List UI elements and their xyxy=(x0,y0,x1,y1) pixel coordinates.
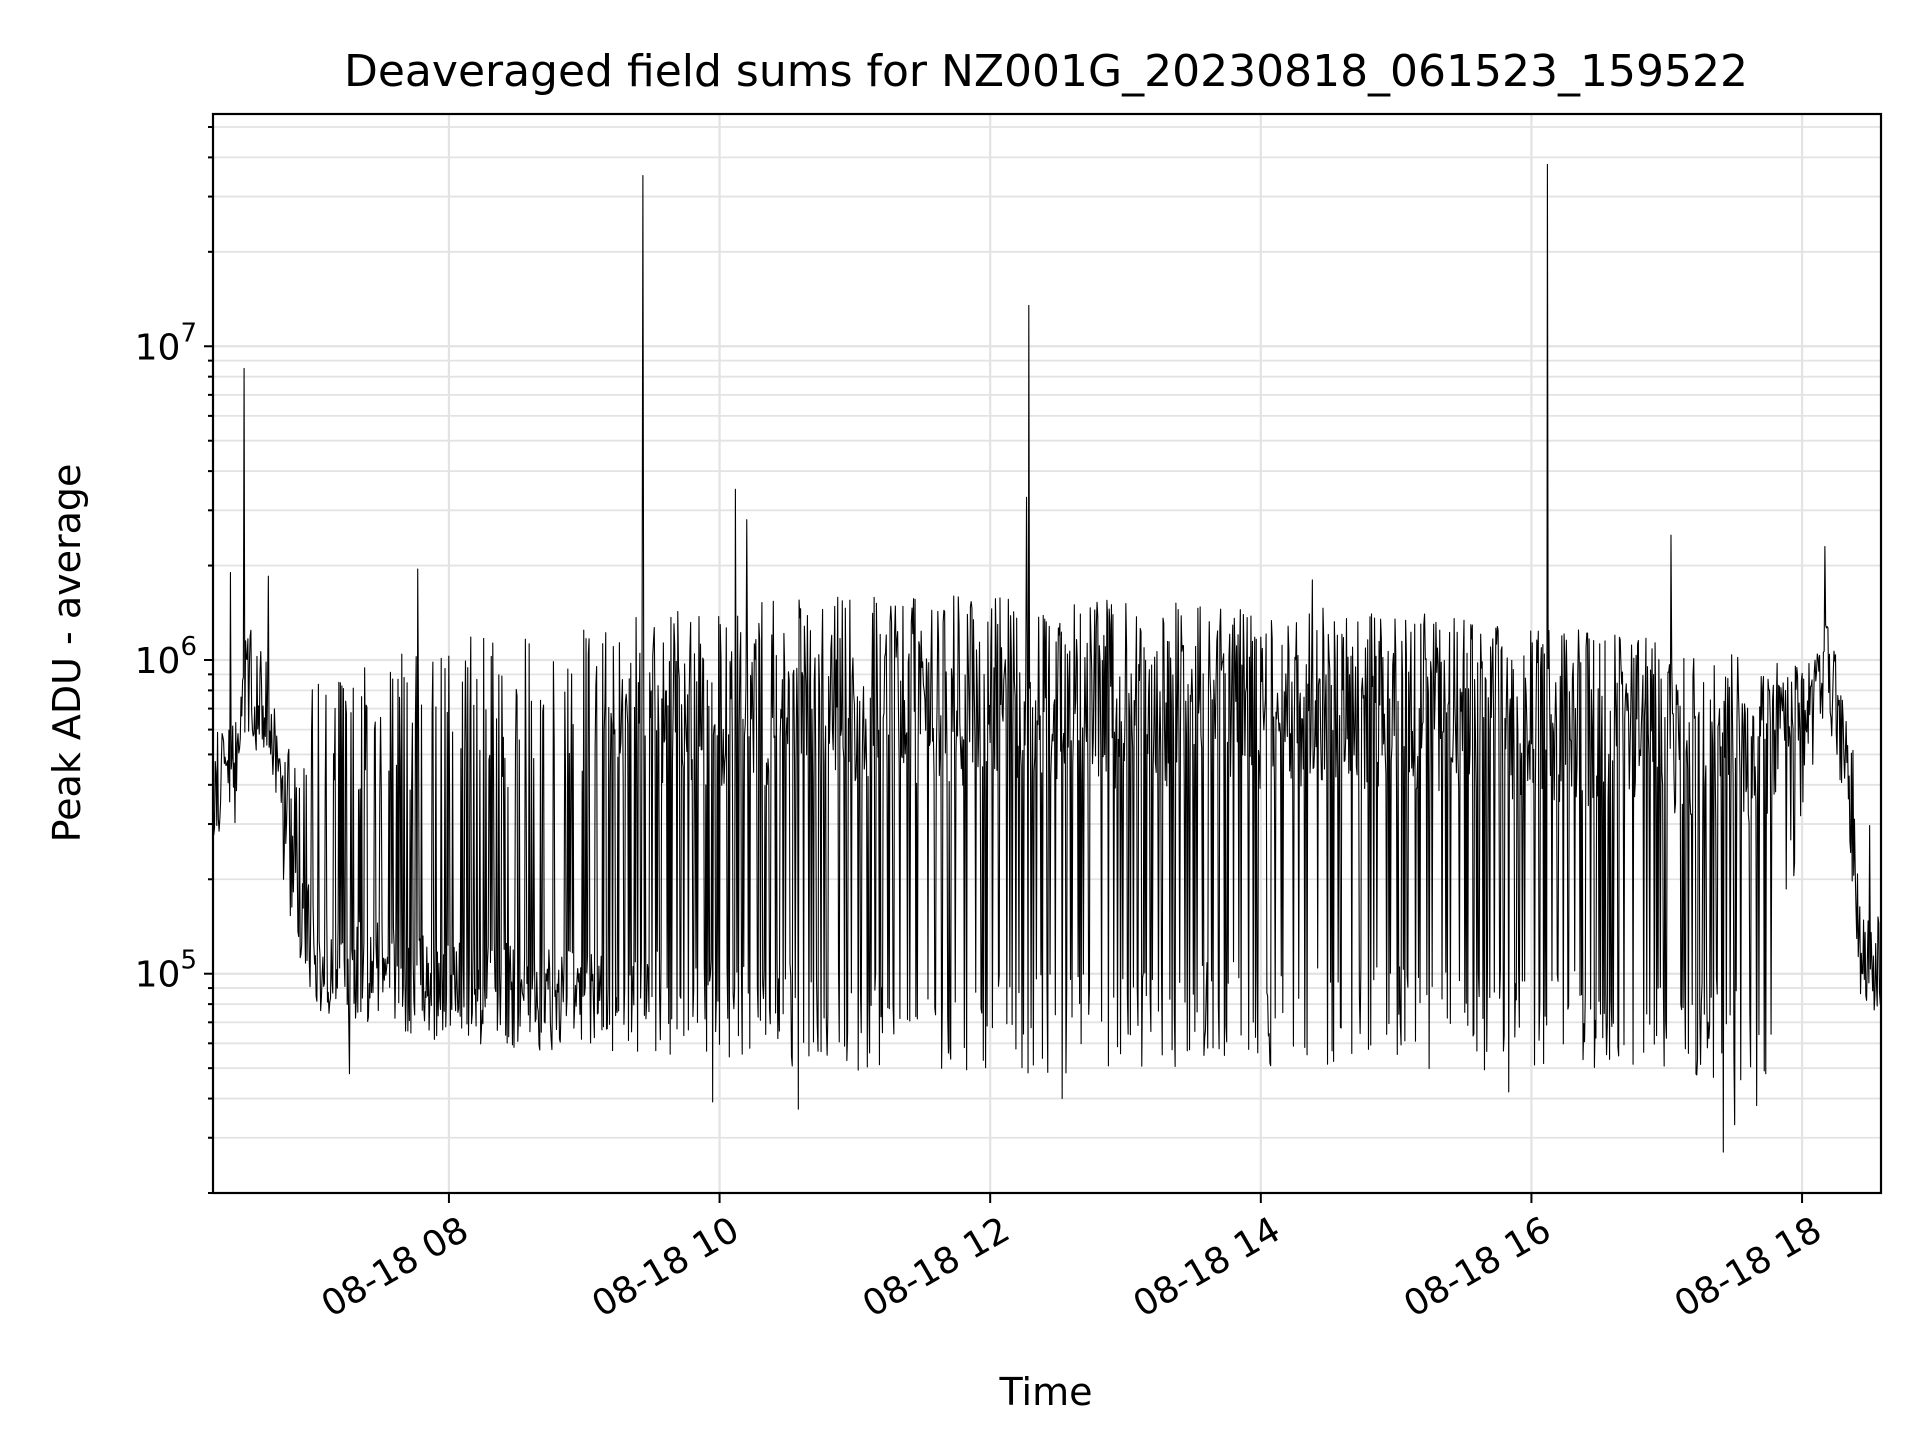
chart-title: Deaveraged field sums for NZ001G_2023081… xyxy=(344,46,1748,97)
y-axis-label: Peak ADU - average xyxy=(45,464,89,843)
y-tick-label: 106 xyxy=(135,632,197,682)
x-axis-label: Time xyxy=(999,1370,1093,1414)
series-line xyxy=(212,163,1882,1153)
y-tick-label: 105 xyxy=(135,946,197,996)
y-tick-label: 107 xyxy=(135,318,197,368)
y-axis: 105 106 107 xyxy=(135,125,213,1194)
plot-frame xyxy=(211,112,1883,1195)
series-layer xyxy=(212,163,1882,1153)
